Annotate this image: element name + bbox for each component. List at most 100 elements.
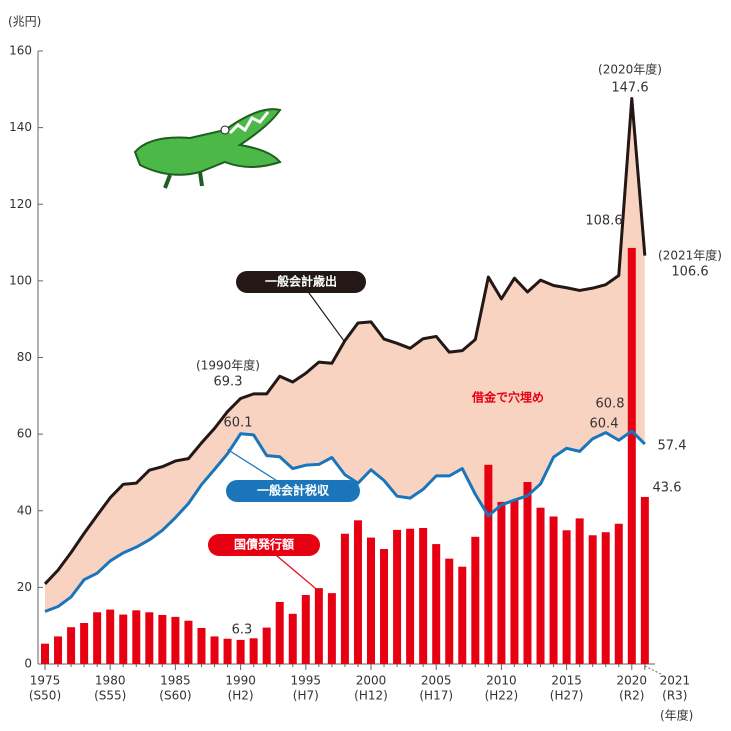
- bar: [54, 636, 63, 664]
- data-label: 43.6: [653, 481, 682, 496]
- line: [44, 429, 646, 613]
- bar: [432, 544, 441, 664]
- bar: [132, 610, 141, 664]
- bar: [197, 627, 206, 664]
- crocodile: [133, 108, 282, 189]
- bar: [458, 566, 467, 664]
- bar: [367, 537, 375, 664]
- x-tick-label: 1980: [95, 674, 126, 688]
- bar: [471, 536, 480, 664]
- y-tick-label: 160: [9, 44, 32, 58]
- x-tick-era: (R2): [619, 689, 644, 703]
- leader: [644, 665, 662, 675]
- data-label: 57.4: [658, 439, 687, 454]
- bar: [41, 643, 49, 664]
- x-tick-label: 1985: [160, 674, 191, 688]
- legend-label: 国債発行額: [234, 537, 294, 552]
- annotation: (1990年度): [196, 358, 260, 373]
- bar: [262, 627, 271, 664]
- bar: [510, 500, 519, 664]
- bar: [523, 482, 532, 664]
- bar: [640, 496, 649, 664]
- bar: [93, 612, 102, 664]
- bar: [314, 588, 323, 664]
- bar: [223, 638, 232, 664]
- x-tick-era: (H27): [550, 689, 584, 703]
- legend-label: 一般会計歳出: [265, 274, 337, 289]
- bar: [406, 528, 415, 664]
- legend-box: [208, 534, 320, 556]
- bar: [249, 638, 258, 664]
- data-label: 60.4: [590, 417, 619, 432]
- y-tick-label: 100: [9, 273, 32, 287]
- bar: [575, 518, 584, 664]
- data-label: 60.1: [224, 416, 253, 431]
- legend-box: [226, 480, 360, 502]
- y-tick-label: 20: [17, 580, 32, 594]
- y-tick-label: 140: [9, 120, 32, 134]
- bar: [380, 549, 389, 664]
- x-tick-era: (R3): [662, 689, 687, 703]
- bar: [158, 614, 167, 664]
- bar: [288, 613, 297, 664]
- legend-label: 一般会計税収: [257, 483, 330, 498]
- x-tick-era: (S50): [29, 689, 61, 703]
- y-tick-label: 60: [17, 427, 32, 441]
- bar: [275, 601, 284, 664]
- bar: [627, 247, 636, 664]
- data-label: 106.6: [671, 265, 708, 280]
- bar: [80, 623, 89, 664]
- x-tick-era: (H7): [293, 689, 319, 703]
- x-tick-era: (S60): [159, 689, 191, 703]
- bar: [171, 616, 180, 664]
- bar: [549, 516, 558, 664]
- x-tick-era: (H17): [419, 689, 453, 703]
- gap-area: [45, 98, 645, 612]
- data-label: 147.6: [611, 81, 648, 96]
- bar: [106, 609, 115, 664]
- x-tick-label: 1975: [30, 674, 61, 688]
- y-tick-label: 0: [24, 657, 32, 671]
- bar: [614, 523, 623, 664]
- bar: [67, 627, 76, 664]
- annotation: (2021年度): [658, 248, 722, 263]
- bar: [119, 614, 128, 664]
- bar: [588, 535, 597, 664]
- annotation: (2020年度): [598, 62, 662, 77]
- y-tick-label: 120: [9, 197, 32, 211]
- x-tick-label: 2005: [421, 674, 452, 688]
- data-label: 6.3: [232, 623, 253, 638]
- bar: [445, 558, 454, 664]
- bar: [301, 595, 310, 664]
- bar: [145, 612, 154, 664]
- bar: [340, 533, 349, 664]
- data-label: 60.8: [596, 397, 625, 412]
- x-tick-label: 2015: [551, 674, 582, 688]
- x-tick-era: (S55): [94, 689, 126, 703]
- data-label: 108.6: [585, 214, 622, 229]
- x-tick-label: 2020: [617, 674, 648, 688]
- x-axis-label: (年度): [660, 708, 693, 723]
- y-tick-label: 40: [17, 503, 32, 517]
- legend-box: [236, 271, 366, 293]
- x-tick-era: (H22): [485, 689, 519, 703]
- bar: [484, 464, 493, 664]
- bar: [419, 527, 428, 664]
- y-axis-label: (兆円): [8, 15, 41, 29]
- x-tick-label: 1990: [225, 674, 256, 688]
- x-tick-label: 2010: [486, 674, 517, 688]
- line: [43, 97, 647, 585]
- bar: [184, 620, 193, 664]
- bar: [236, 639, 245, 664]
- x-tick-label: 2000: [356, 674, 387, 688]
- bar: [497, 501, 506, 664]
- bar: [601, 532, 610, 664]
- bar: [536, 507, 545, 664]
- data-label: 69.3: [214, 375, 243, 390]
- bar: [393, 529, 402, 664]
- bar: [353, 520, 362, 664]
- y-tick-label: 80: [17, 350, 32, 364]
- x-tick-label: 2021: [660, 674, 691, 688]
- x-tick-era: (H12): [354, 689, 388, 703]
